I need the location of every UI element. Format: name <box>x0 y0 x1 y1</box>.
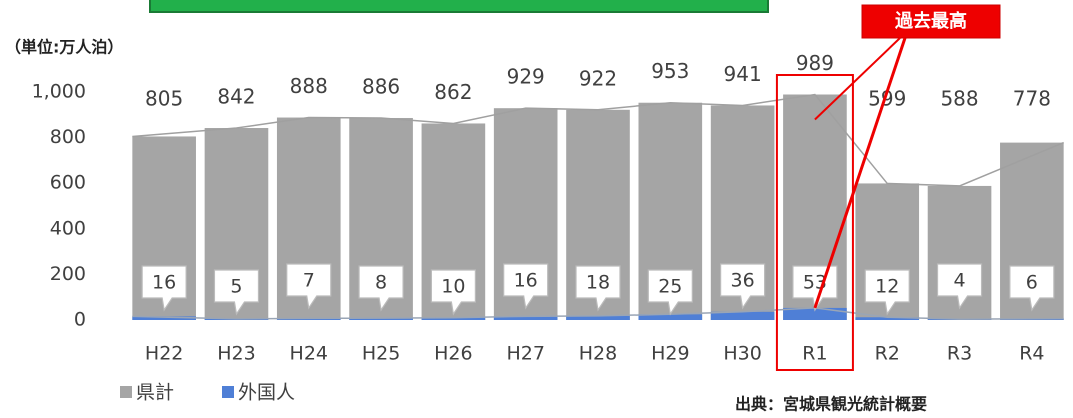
bar <box>710 311 775 320</box>
data-label: 8 <box>375 272 387 294</box>
callout <box>213 269 260 316</box>
x-tick-label: H24 <box>290 343 328 365</box>
y-tick-label: 200 <box>50 263 86 285</box>
data-label: 5 <box>230 276 242 298</box>
legend-swatch <box>222 386 234 398</box>
callout <box>141 265 187 312</box>
data-label: 922 <box>579 66 617 90</box>
callout <box>720 263 766 310</box>
x-tick-label: H30 <box>723 343 761 365</box>
bar <box>638 314 703 320</box>
x-tick-label: R2 <box>875 343 900 365</box>
x-tick-label: R3 <box>947 343 972 365</box>
callout <box>864 269 910 316</box>
x-tick-label: R1 <box>802 343 827 365</box>
x-tick-label: H29 <box>651 343 689 365</box>
annotation-line <box>813 37 907 309</box>
x-tick-label: H23 <box>217 343 255 365</box>
series-line <box>132 93 1064 187</box>
data-label: 36 <box>731 270 755 292</box>
bar <box>421 317 486 320</box>
data-label: 4 <box>953 270 965 292</box>
legend-label: 県計 <box>136 382 174 404</box>
callout <box>430 269 476 316</box>
data-label: 16 <box>152 272 176 294</box>
data-label: 888 <box>290 74 328 98</box>
data-label: 862 <box>434 80 472 104</box>
legend-swatch <box>120 386 132 398</box>
x-tick-label: H27 <box>506 343 544 365</box>
x-tick-label: H22 <box>145 343 183 365</box>
callout <box>286 263 332 310</box>
source: 出典：宮城県観光統計概要 <box>735 395 927 414</box>
y-tick-label: 400 <box>50 217 86 239</box>
bar <box>783 307 847 320</box>
header-box <box>149 0 769 13</box>
callout <box>936 263 983 310</box>
callout <box>503 263 549 310</box>
data-label: 588 <box>940 87 978 111</box>
data-label: 929 <box>507 65 545 89</box>
data-label: 18 <box>586 272 610 294</box>
annotation-box <box>861 4 1001 39</box>
data-label: 25 <box>658 276 682 298</box>
x-tick-label: H28 <box>579 343 617 365</box>
callout <box>1009 265 1055 312</box>
annotation-line <box>814 37 901 121</box>
data-label: 886 <box>362 74 400 98</box>
data-label: 16 <box>514 270 538 292</box>
data-label: 805 <box>145 87 183 111</box>
y-tick-label: 600 <box>50 172 86 194</box>
series-line <box>132 307 1064 320</box>
data-label: 842 <box>217 85 255 109</box>
data-label: 989 <box>796 51 834 75</box>
unit-label: （単位:万人泊） <box>5 38 123 57</box>
bar <box>566 315 630 320</box>
bar <box>132 316 196 320</box>
y-tick-label: 800 <box>50 126 86 148</box>
data-label: 778 <box>1013 87 1051 111</box>
data-label: 6 <box>1026 272 1038 294</box>
annotation: 過去最高 <box>895 10 967 32</box>
bar <box>349 318 413 320</box>
bar <box>493 316 558 320</box>
data-label: 941 <box>724 62 762 86</box>
bar <box>276 318 341 320</box>
legend-label: 外国人 <box>238 382 295 404</box>
x-tick-label: H26 <box>434 343 472 365</box>
bar <box>855 317 920 320</box>
x-tick-label: H25 <box>362 343 400 365</box>
data-label: 953 <box>651 59 689 83</box>
x-tick-label: R4 <box>1019 343 1044 365</box>
data-label: 7 <box>303 270 315 292</box>
callout <box>647 269 693 316</box>
highlight-box <box>775 74 854 371</box>
callout <box>575 265 621 312</box>
y-tick-label: 0 <box>74 309 86 331</box>
data-label: 12 <box>875 276 899 298</box>
data-label: 10 <box>441 276 465 298</box>
callout <box>358 265 404 312</box>
y-tick-label: 1,000 <box>32 81 86 103</box>
